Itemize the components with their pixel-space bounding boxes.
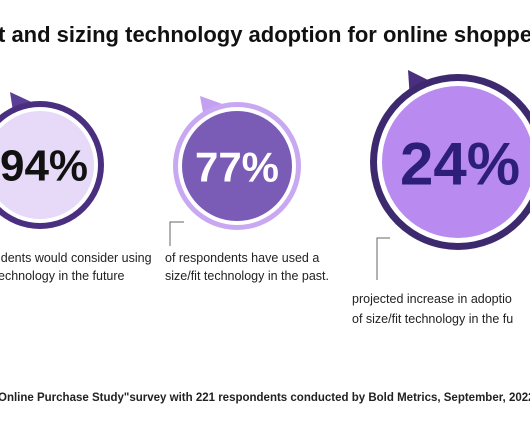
stat-circle [0,92,104,229]
stat-caption: of size/fit technology in the fu [352,312,513,326]
stat-caption: idents would consider using [0,251,152,265]
bracket [169,221,184,246]
stat-circle [370,70,530,250]
stat-caption: of respondents have used a [165,251,319,265]
stat-value: 77% [195,144,279,191]
stat-value: 24% [400,131,520,198]
source-note: Online Purchase Study"survey with 221 re… [0,392,530,404]
bracket [376,237,390,280]
stat-caption: echnology in the future [0,269,125,283]
stat-caption: size/fit technology in the past. [165,269,329,283]
stat-value: 94% [0,142,88,191]
stat-circle [173,96,301,230]
stat-caption: projected increase in adoptio [352,292,512,306]
title: t and sizing technology adoption for onl… [0,22,530,47]
